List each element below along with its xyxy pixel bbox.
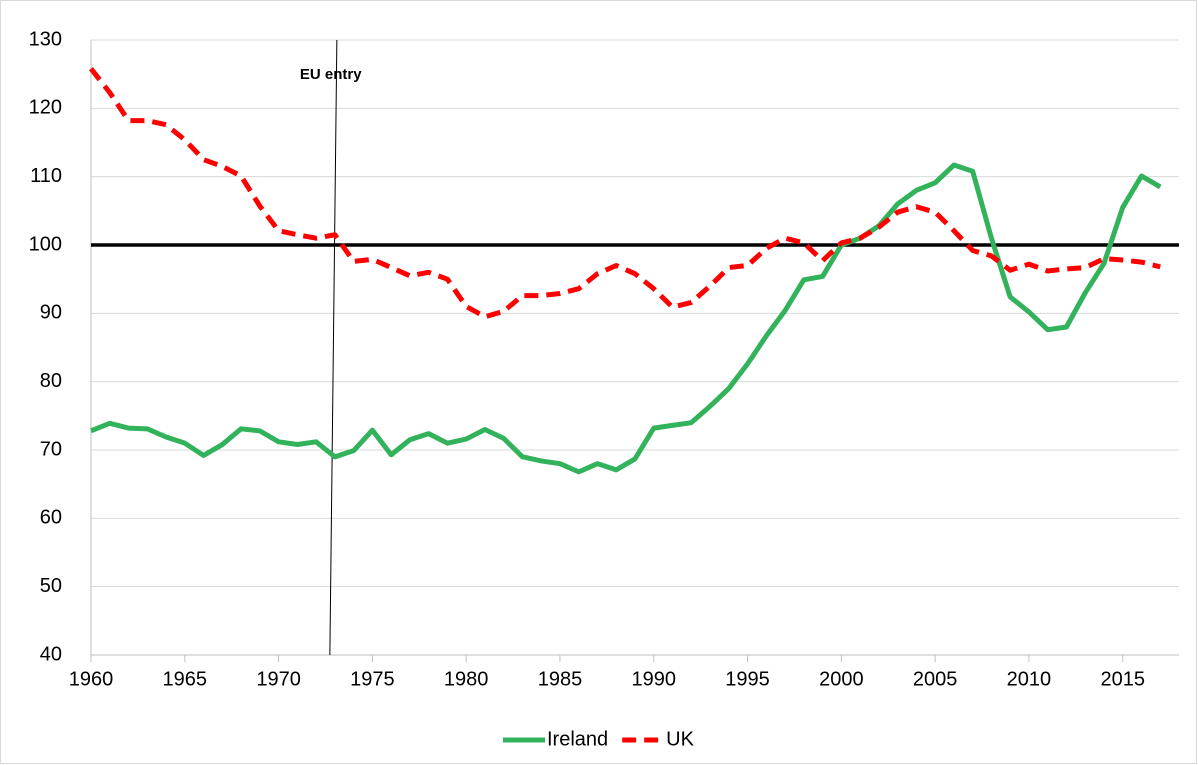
y-tick-label: 120 [29,97,62,119]
x-tick-label: 1965 [163,668,208,690]
y-tick-label: 110 [30,165,62,187]
x-tick-label: 2015 [1100,668,1145,690]
x-tick-label: 1970 [256,668,301,690]
legend-label: UK [666,728,694,750]
x-tick-label: 1990 [632,668,677,690]
x-tick-label: 2010 [1007,668,1052,690]
x-tick-label: 1985 [538,668,583,690]
x-tick-label: 1980 [444,668,489,690]
x-tick-label: 1995 [725,668,770,690]
annotation-label: EU entry [300,66,362,83]
series-line [89,67,1161,320]
x-tick-label: 1960 [69,668,114,690]
y-tick-label: 90 [40,302,62,324]
y-tick-label: 40 [40,643,62,665]
series-line [90,162,1162,475]
y-tick-label: 130 [29,28,62,50]
y-tick-label: 60 [40,507,62,529]
x-tick-label: 2005 [913,668,958,690]
y-tick-label: 80 [40,370,62,392]
y-tick-label: 50 [40,575,62,597]
x-tick-label: 2000 [819,668,864,690]
x-tick-label: 1975 [350,668,395,690]
y-tick-label: 70 [40,438,62,460]
y-tick-label: 100 [29,233,62,255]
annotation-line [329,39,338,656]
legend-label: Ireland [547,728,608,750]
